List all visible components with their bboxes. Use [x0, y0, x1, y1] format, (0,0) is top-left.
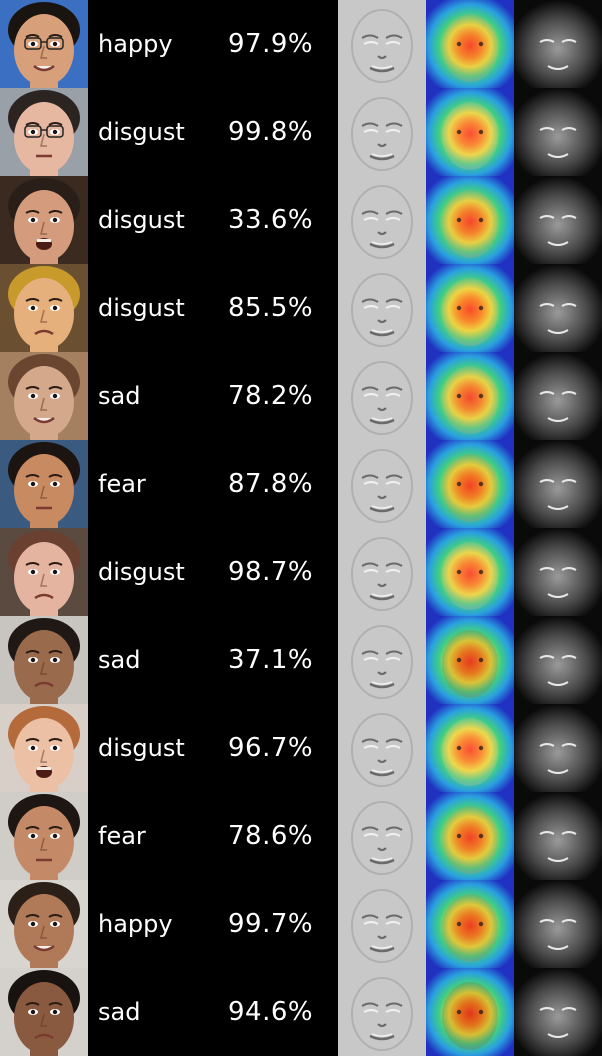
gradient-map: [338, 440, 426, 528]
gradient-map: [338, 264, 426, 352]
guided-saliency-map: [514, 880, 602, 968]
gradient-map: [338, 528, 426, 616]
confidence-score: 33.6%: [228, 205, 314, 235]
result-row: disgust 85.5%: [0, 264, 602, 352]
heatmap-overlay: [426, 88, 514, 176]
guided-saliency-map: [514, 968, 602, 1056]
guided-saliency-map: [514, 616, 602, 704]
heatmap-overlay: [426, 440, 514, 528]
face-photo: [0, 264, 88, 352]
heatmap-overlay: [426, 968, 514, 1056]
emotion-label: disgust: [98, 558, 185, 586]
result-row: sad 78.2%: [0, 352, 602, 440]
emotion-label: happy: [98, 30, 173, 58]
heatmap-overlay: [426, 264, 514, 352]
result-row: sad 94.6%: [0, 968, 602, 1056]
emotion-label: disgust: [98, 294, 185, 322]
emotion-label: happy: [98, 910, 173, 938]
face-photo: [0, 440, 88, 528]
heatmap-overlay: [426, 176, 514, 264]
heatmap-overlay: [426, 616, 514, 704]
confidence-score: 85.5%: [228, 293, 314, 323]
gradient-map: [338, 704, 426, 792]
face-photo: [0, 792, 88, 880]
confidence-score: 78.2%: [228, 381, 314, 411]
confidence-score: 37.1%: [228, 645, 314, 675]
emotion-label: sad: [98, 646, 141, 674]
face-photo: [0, 968, 88, 1056]
confidence-score: 87.8%: [228, 469, 314, 499]
gradient-map: [338, 792, 426, 880]
confidence-score: 99.8%: [228, 117, 314, 147]
face-photo: [0, 880, 88, 968]
guided-saliency-map: [514, 176, 602, 264]
guided-saliency-map: [514, 352, 602, 440]
gradient-map: [338, 88, 426, 176]
face-photo: [0, 352, 88, 440]
emotion-label: sad: [98, 998, 141, 1026]
emotion-label: disgust: [98, 206, 185, 234]
face-photo: [0, 176, 88, 264]
result-row: happy 99.7%: [0, 880, 602, 968]
result-row: disgust 33.6%: [0, 176, 602, 264]
result-row: disgust 99.8%: [0, 88, 602, 176]
guided-saliency-map: [514, 440, 602, 528]
guided-saliency-map: [514, 704, 602, 792]
confidence-score: 78.6%: [228, 821, 314, 851]
result-row: fear 78.6%: [0, 792, 602, 880]
gradient-map: [338, 880, 426, 968]
guided-saliency-map: [514, 88, 602, 176]
gradient-map: [338, 352, 426, 440]
emotion-label: disgust: [98, 118, 185, 146]
heatmap-overlay: [426, 352, 514, 440]
gradient-map: [338, 176, 426, 264]
confidence-score: 96.7%: [228, 733, 314, 763]
heatmap-overlay: [426, 880, 514, 968]
gradient-map: [338, 0, 426, 88]
gradient-map: [338, 616, 426, 704]
result-row: fear 87.8%: [0, 440, 602, 528]
guided-saliency-map: [514, 792, 602, 880]
guided-saliency-map: [514, 528, 602, 616]
confidence-score: 98.7%: [228, 557, 314, 587]
emotion-label: fear: [98, 822, 146, 850]
face-photo: [0, 528, 88, 616]
result-row: sad 37.1%: [0, 616, 602, 704]
confidence-score: 97.9%: [228, 29, 314, 59]
guided-saliency-map: [514, 264, 602, 352]
result-row: disgust 98.7%: [0, 528, 602, 616]
result-row: happy 97.9%: [0, 0, 602, 88]
heatmap-overlay: [426, 704, 514, 792]
heatmap-overlay: [426, 792, 514, 880]
guided-saliency-map: [514, 0, 602, 88]
face-photo: [0, 88, 88, 176]
face-photo: [0, 616, 88, 704]
face-photo: [0, 0, 88, 88]
emotion-label: fear: [98, 470, 146, 498]
gradient-map: [338, 968, 426, 1056]
emotion-label: disgust: [98, 734, 185, 762]
confidence-score: 99.7%: [228, 909, 314, 939]
face-photo: [0, 704, 88, 792]
result-row: disgust 96.7%: [0, 704, 602, 792]
heatmap-overlay: [426, 528, 514, 616]
heatmap-overlay: [426, 0, 514, 88]
confidence-score: 94.6%: [228, 997, 314, 1027]
emotion-label: sad: [98, 382, 141, 410]
